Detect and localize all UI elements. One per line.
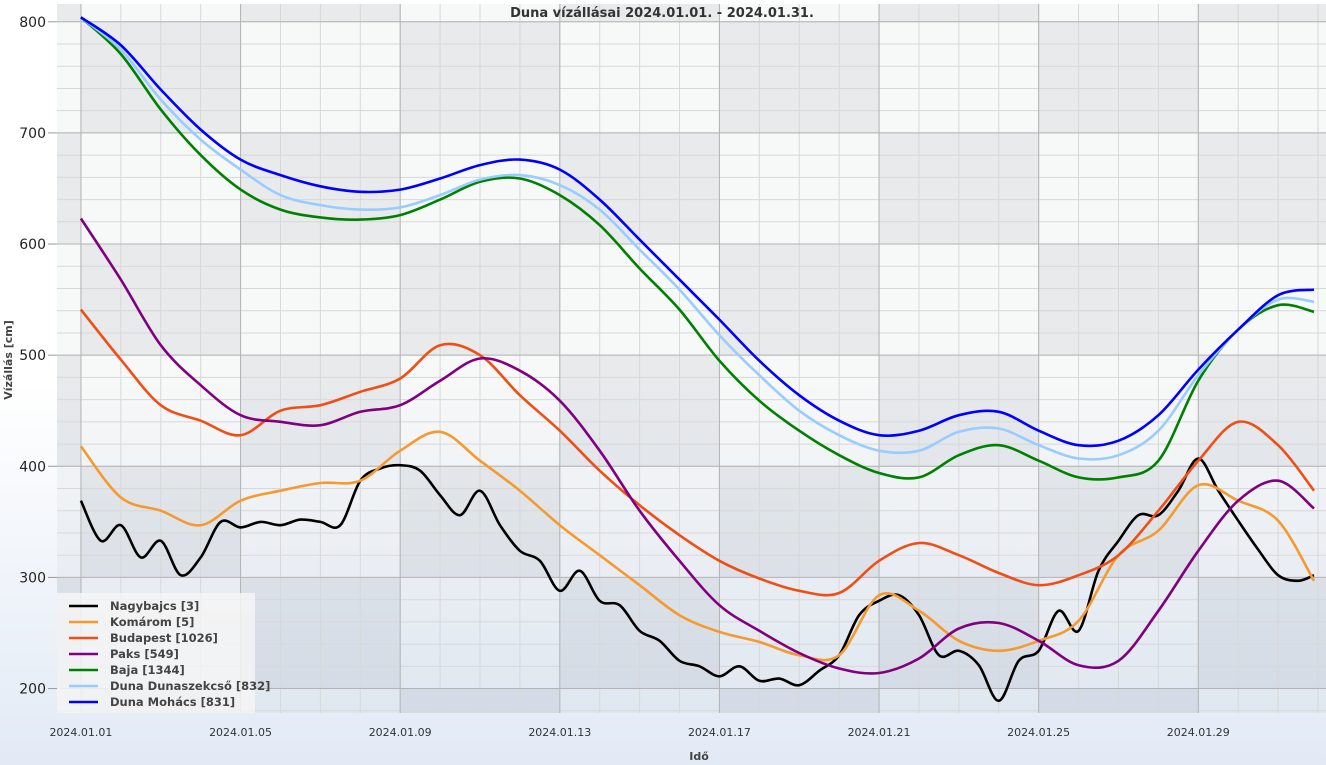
grid-band — [1198, 577, 1326, 689]
x-tick-label: 2024.01.13 — [528, 726, 591, 739]
grid-band — [1198, 21, 1326, 133]
grid-band — [1198, 132, 1326, 245]
x-axis-label: Idő — [689, 750, 709, 763]
grid-band — [1198, 355, 1326, 467]
x-tick-label: 2024.01.01 — [49, 726, 112, 739]
series-line — [80, 16, 1315, 481]
y-axis-label: Vízállás [cm] — [2, 320, 15, 400]
chart-title: Duna vízállásai 2024.01.01. - 2024.01.31… — [510, 6, 814, 21]
legend-label: Budapest [1026] — [110, 631, 218, 645]
legend-label: Duna Mohács [831] — [110, 695, 235, 709]
legend-label: Nagybajcs [3] — [110, 599, 199, 613]
grid-band — [57, 21, 81, 133]
series-line — [79, 457, 1315, 703]
x-tick-label: 2024.01.21 — [848, 726, 911, 739]
x-tick-label: 2024.01.05 — [209, 726, 272, 739]
legend-label: Komárom [5] — [110, 615, 194, 629]
x-tick-label: 2024.01.09 — [369, 726, 432, 739]
x-tick-label: 2024.01.25 — [1007, 726, 1070, 739]
grid-band — [1198, 4, 1326, 22]
series-line — [79, 308, 1316, 597]
y-tick-label: 700 — [19, 126, 46, 142]
x-tick-label: 2024.01.29 — [1167, 726, 1230, 739]
grid-band — [1198, 688, 1326, 713]
grid-band — [57, 132, 81, 245]
legend-label: Baja [1344] — [110, 663, 185, 677]
grid-band — [57, 355, 81, 467]
grid-band — [57, 244, 81, 356]
grid-band — [57, 466, 81, 578]
y-tick-label: 300 — [19, 570, 46, 586]
series-line — [79, 217, 1315, 675]
y-tick-label: 200 — [19, 682, 46, 698]
y-tick-label: 800 — [19, 15, 46, 31]
y-tick-label: 500 — [19, 348, 46, 364]
y-tick-label: 400 — [19, 459, 46, 475]
series-line — [80, 16, 1315, 448]
legend: Nagybajcs [3] Komárom [5] Budapest [1026] P… — [57, 593, 270, 713]
x-tick-label: 2024.01.17 — [688, 726, 751, 739]
legend-label: Duna Dunaszekcső [832] — [110, 679, 270, 693]
legend-label: Paks [549] — [110, 647, 179, 661]
y-tick-label: 600 — [19, 237, 46, 253]
series-line — [80, 16, 1315, 461]
grid-band — [57, 4, 81, 22]
